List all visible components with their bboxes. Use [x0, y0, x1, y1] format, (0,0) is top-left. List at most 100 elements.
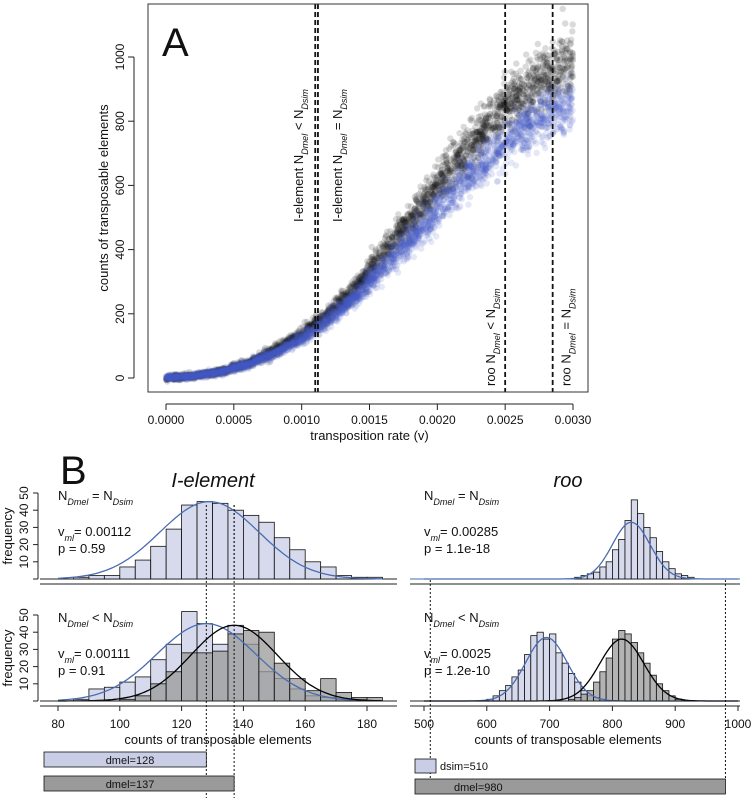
- scatter-point: [468, 117, 475, 124]
- scatter-point: [434, 183, 442, 190]
- scatter-point: [227, 366, 234, 373]
- scatter-point: [236, 363, 243, 370]
- scatter-point: [354, 288, 362, 295]
- scatter-point: [480, 130, 487, 138]
- scatter-point: [468, 141, 475, 149]
- scatter-point: [520, 100, 527, 108]
- scatter-point: [281, 342, 288, 349]
- scatter-point: [403, 229, 410, 237]
- scatter-point: [476, 116, 483, 124]
- scatter-point: [347, 293, 354, 300]
- scatter-point: [362, 270, 369, 277]
- scatter-point: [479, 135, 487, 143]
- scatter-point: [173, 375, 181, 382]
- scatter-point: [398, 223, 406, 231]
- scatter-point: [347, 286, 354, 294]
- scatter-point: [452, 165, 459, 173]
- scatter-point: [518, 103, 525, 111]
- scatter-point: [422, 185, 429, 192]
- scatter-point: [177, 374, 184, 382]
- scatter-point: [331, 306, 338, 313]
- scatter-point: [362, 277, 369, 285]
- scatter-point: [324, 317, 331, 324]
- scatter-point: [402, 222, 410, 230]
- scatter-point: [424, 196, 431, 204]
- scatter-point: [379, 257, 386, 264]
- scatter-point: [336, 297, 344, 304]
- scatter-point: [242, 358, 250, 365]
- scatter-point: [544, 100, 551, 107]
- scatter-point: [276, 346, 284, 354]
- scatter-point: [273, 342, 281, 349]
- scatter-point: [307, 326, 314, 334]
- scatter-point: [230, 363, 238, 370]
- scatter-point: [393, 228, 401, 235]
- scatter-point: [447, 183, 454, 190]
- scatter-point: [511, 105, 519, 113]
- scatter-point: [321, 316, 328, 323]
- scatter-point: [456, 171, 463, 179]
- scatter-point: [395, 216, 403, 223]
- scatter-point: [253, 357, 260, 364]
- scatter-point: [287, 337, 294, 344]
- scatter-point: [186, 368, 193, 376]
- scatter-point: [531, 76, 538, 84]
- scatter-point: [260, 353, 267, 360]
- scatter-point: [385, 235, 392, 242]
- scatter-point: [219, 368, 226, 375]
- scatter-point: [358, 279, 365, 286]
- scatter-point: [431, 189, 439, 196]
- scatter-point: [369, 260, 376, 268]
- scatter-point: [438, 167, 445, 174]
- scatter-point: [198, 370, 206, 377]
- scatter-point: [240, 363, 247, 370]
- scatter-point: [348, 284, 356, 291]
- scatter-point: [209, 369, 216, 376]
- scatter-point: [206, 369, 213, 377]
- scatter-point: [217, 366, 224, 373]
- scatter-point: [496, 123, 503, 131]
- scatter-point: [449, 139, 457, 146]
- scatter-point: [303, 328, 310, 335]
- scatter-point: [182, 372, 189, 380]
- scatter-point: [515, 106, 523, 113]
- scatter-point: [297, 332, 304, 339]
- scatter-point: [391, 241, 398, 248]
- scatter-point: [249, 356, 256, 363]
- scatter-point: [555, 77, 563, 84]
- scatter-point: [346, 284, 354, 292]
- scatter-point: [479, 135, 486, 143]
- scatter-point: [476, 139, 483, 146]
- scatter-point: [412, 223, 420, 230]
- scatter-point: [529, 66, 537, 73]
- scatter-point: [409, 225, 416, 232]
- scatter-point: [296, 331, 304, 338]
- scatter-point: [356, 277, 363, 284]
- scatter-point: [185, 372, 193, 379]
- scatter-point: [409, 212, 417, 219]
- scatter-point: [455, 154, 462, 161]
- scatter-point: [465, 201, 472, 208]
- scatter-point: [265, 345, 272, 353]
- scatter-point: [456, 151, 463, 158]
- scatter-point: [170, 374, 177, 382]
- scatter-point: [339, 297, 346, 304]
- scatter-point: [338, 302, 345, 309]
- scatter-point: [342, 300, 349, 307]
- scatter-point: [286, 339, 293, 347]
- scatter-point: [536, 77, 544, 84]
- scatter-point: [227, 364, 234, 371]
- scatter-point: [453, 163, 461, 170]
- scatter-point: [273, 345, 281, 352]
- scatter-point: [385, 244, 392, 251]
- scatter-point: [297, 331, 305, 338]
- scatter-point: [511, 85, 519, 92]
- scatter-point: [372, 252, 380, 260]
- scatter-point: [464, 136, 472, 143]
- scatter-point: [191, 372, 199, 379]
- scatter-point: [539, 62, 547, 69]
- scatter-point: [337, 305, 344, 312]
- scatter-point: [408, 211, 415, 218]
- scatter-point: [567, 69, 575, 76]
